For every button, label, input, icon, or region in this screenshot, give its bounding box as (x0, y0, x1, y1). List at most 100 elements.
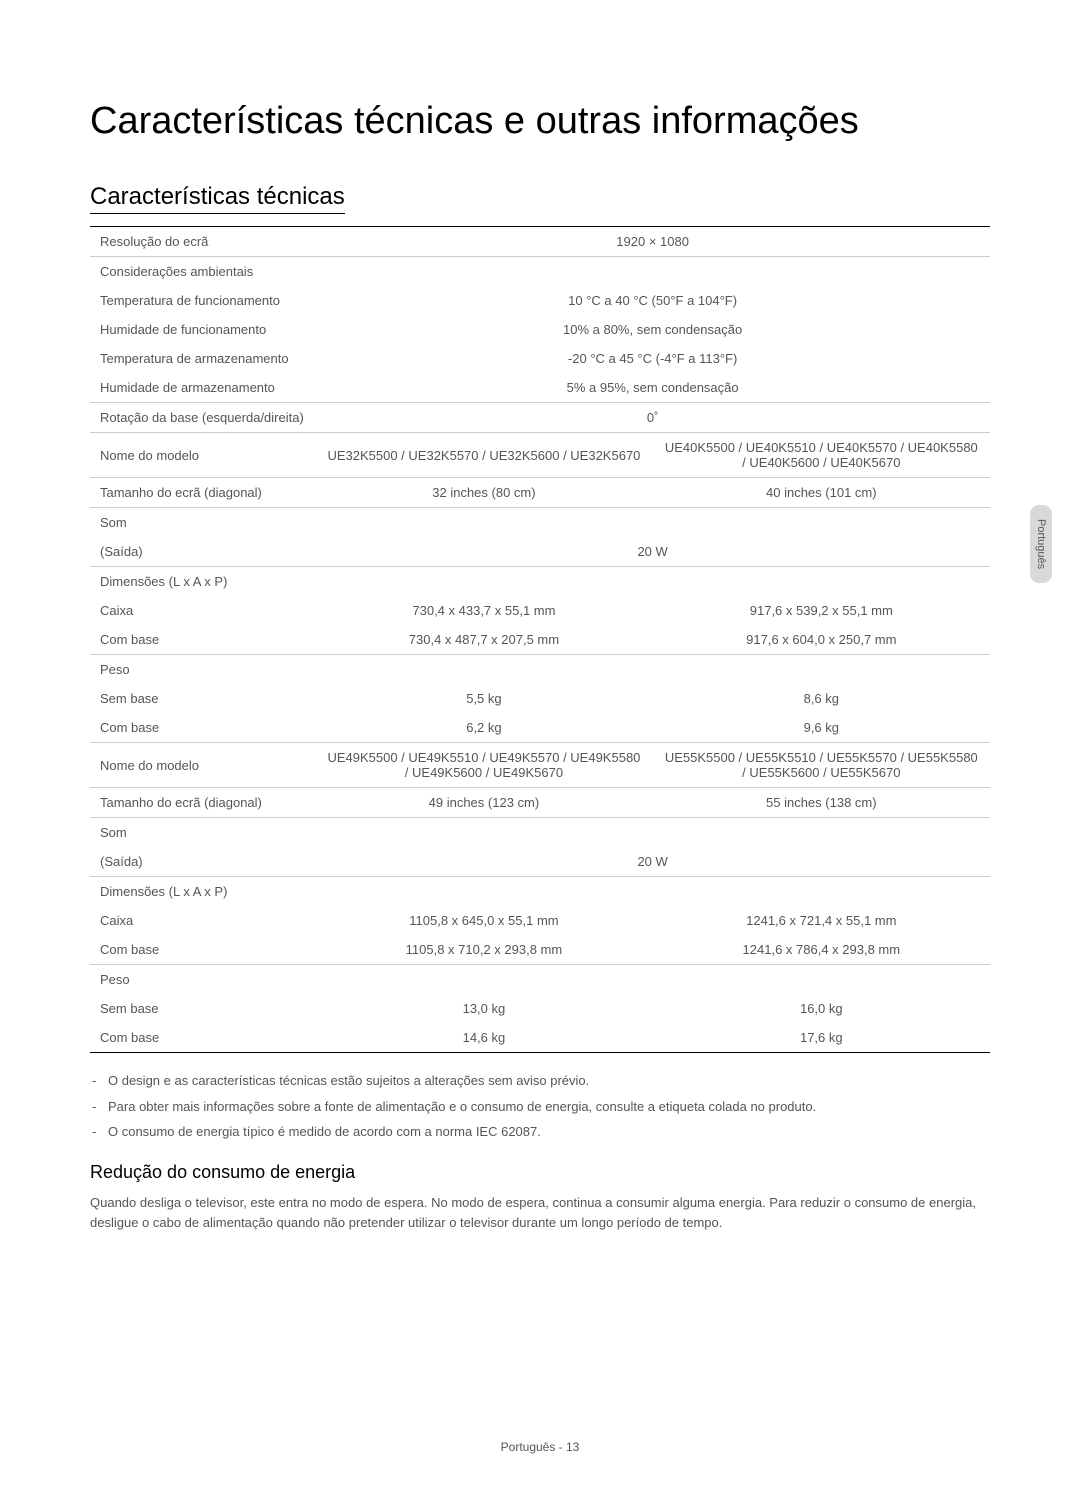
note-item: O design e as características técnicas e… (90, 1071, 990, 1091)
spec-value: 5,5 kg (315, 684, 652, 713)
spec-value: UE40K5500 / UE40K5510 / UE40K5570 / UE40… (653, 433, 990, 478)
energy-heading: Redução do consumo de energia (90, 1162, 990, 1183)
page-footer: Português - 13 (0, 1440, 1080, 1454)
table-row: Considerações ambientais (90, 257, 990, 287)
spec-value: 917,6 x 604,0 x 250,7 mm (653, 625, 990, 655)
table-row: Caixa730,4 x 433,7 x 55,1 mm917,6 x 539,… (90, 596, 990, 625)
table-row: (Saída)20 W (90, 537, 990, 567)
spec-label: Temperatura de funcionamento (90, 286, 315, 315)
table-row: Som (90, 818, 990, 848)
table-row: Com base14,6 kg17,6 kg (90, 1023, 990, 1053)
spec-value (315, 877, 652, 907)
spec-value: 730,4 x 487,7 x 207,5 mm (315, 625, 652, 655)
table-row: Rotação da base (esquerda/direita)0˚ (90, 403, 990, 433)
spec-value (653, 655, 990, 685)
spec-label: Com base (90, 935, 315, 965)
spec-label: Dimensões (L x A x P) (90, 567, 315, 597)
spec-value: 9,6 kg (653, 713, 990, 743)
spec-value: 917,6 x 539,2 x 55,1 mm (653, 596, 990, 625)
spec-label: Com base (90, 1023, 315, 1053)
spec-label: Humidade de funcionamento (90, 315, 315, 344)
spec-value: UE49K5500 / UE49K5510 / UE49K5570 / UE49… (315, 743, 652, 788)
spec-label: Temperatura de armazenamento (90, 344, 315, 373)
spec-value: 730,4 x 433,7 x 55,1 mm (315, 596, 652, 625)
spec-value (315, 655, 652, 685)
spec-label: Caixa (90, 906, 315, 935)
page-sub-title: Características técnicas (90, 183, 345, 214)
spec-label: Nome do modelo (90, 433, 315, 478)
language-side-tab: Português (1030, 505, 1052, 583)
spec-value (653, 965, 990, 995)
spec-label: Humidade de armazenamento (90, 373, 315, 403)
spec-value: 32 inches (80 cm) (315, 478, 652, 508)
table-row: Dimensões (L x A x P) (90, 567, 990, 597)
spec-value: 8,6 kg (653, 684, 990, 713)
specs-table: Resolução do ecrã1920 × 1080Consideraçõe… (90, 226, 990, 1053)
spec-value (653, 567, 990, 597)
spec-label: (Saída) (90, 537, 315, 567)
spec-value: 40 inches (101 cm) (653, 478, 990, 508)
table-row: (Saída)20 W (90, 847, 990, 877)
spec-value: 5% a 95%, sem condensação (315, 373, 990, 403)
spec-label: Rotação da base (esquerda/direita) (90, 403, 315, 433)
spec-value: 1241,6 x 786,4 x 293,8 mm (653, 935, 990, 965)
spec-value (653, 877, 990, 907)
spec-value: 55 inches (138 cm) (653, 788, 990, 818)
spec-value (315, 257, 990, 287)
page-main-title: Características técnicas e outras inform… (90, 100, 990, 143)
spec-value (315, 567, 652, 597)
table-row: Temperatura de funcionamento10 °C a 40 °… (90, 286, 990, 315)
spec-value: 20 W (315, 847, 990, 877)
spec-label: Caixa (90, 596, 315, 625)
spec-label: Nome do modelo (90, 743, 315, 788)
note-item: O consumo de energia típico é medido de … (90, 1122, 990, 1142)
spec-value: 1241,6 x 721,4 x 55,1 mm (653, 906, 990, 935)
spec-value: 49 inches (123 cm) (315, 788, 652, 818)
table-row: Resolução do ecrã1920 × 1080 (90, 227, 990, 257)
note-item: Para obter mais informações sobre a font… (90, 1097, 990, 1117)
table-row: Peso (90, 965, 990, 995)
table-row: Humidade de funcionamento10% a 80%, sem … (90, 315, 990, 344)
spec-value: 17,6 kg (653, 1023, 990, 1053)
spec-value: 10 °C a 40 °C (50°F a 104°F) (315, 286, 990, 315)
table-row: Nome do modeloUE49K5500 / UE49K5510 / UE… (90, 743, 990, 788)
spec-label: Com base (90, 713, 315, 743)
spec-label: Com base (90, 625, 315, 655)
spec-label: Peso (90, 965, 315, 995)
table-row: Sem base5,5 kg8,6 kg (90, 684, 990, 713)
spec-value: 20 W (315, 537, 990, 567)
spec-label: (Saída) (90, 847, 315, 877)
table-row: Com base1105,8 x 710,2 x 293,8 mm1241,6 … (90, 935, 990, 965)
spec-label: Tamanho do ecrã (diagonal) (90, 478, 315, 508)
spec-label: Som (90, 818, 315, 848)
spec-value (315, 965, 652, 995)
table-row: Nome do modeloUE32K5500 / UE32K5570 / UE… (90, 433, 990, 478)
notes-list: O design e as características técnicas e… (90, 1071, 990, 1142)
spec-label: Dimensões (L x A x P) (90, 877, 315, 907)
spec-label: Peso (90, 655, 315, 685)
table-row: Com base730,4 x 487,7 x 207,5 mm917,6 x … (90, 625, 990, 655)
spec-label: Sem base (90, 684, 315, 713)
spec-value (315, 818, 990, 848)
table-row: Caixa1105,8 x 645,0 x 55,1 mm1241,6 x 72… (90, 906, 990, 935)
spec-value: 16,0 kg (653, 994, 990, 1023)
spec-label: Resolução do ecrã (90, 227, 315, 257)
table-row: Tamanho do ecrã (diagonal)32 inches (80 … (90, 478, 990, 508)
table-row: Peso (90, 655, 990, 685)
spec-value: 1105,8 x 645,0 x 55,1 mm (315, 906, 652, 935)
spec-value: 1920 × 1080 (315, 227, 990, 257)
spec-label: Sem base (90, 994, 315, 1023)
spec-value: 14,6 kg (315, 1023, 652, 1053)
table-row: Sem base13,0 kg16,0 kg (90, 994, 990, 1023)
spec-value: 1105,8 x 710,2 x 293,8 mm (315, 935, 652, 965)
table-row: Som (90, 508, 990, 538)
spec-value (315, 508, 990, 538)
spec-value: 13,0 kg (315, 994, 652, 1023)
spec-label: Som (90, 508, 315, 538)
spec-value: 0˚ (315, 403, 990, 433)
spec-value: UE32K5500 / UE32K5570 / UE32K5600 / UE32… (315, 433, 652, 478)
spec-value: 10% a 80%, sem condensação (315, 315, 990, 344)
spec-label: Tamanho do ecrã (diagonal) (90, 788, 315, 818)
table-row: Dimensões (L x A x P) (90, 877, 990, 907)
table-row: Com base6,2 kg9,6 kg (90, 713, 990, 743)
